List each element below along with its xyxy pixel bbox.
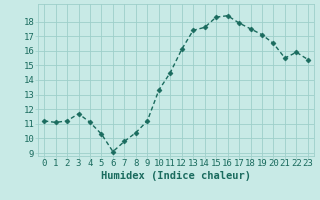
X-axis label: Humidex (Indice chaleur): Humidex (Indice chaleur) <box>101 171 251 181</box>
